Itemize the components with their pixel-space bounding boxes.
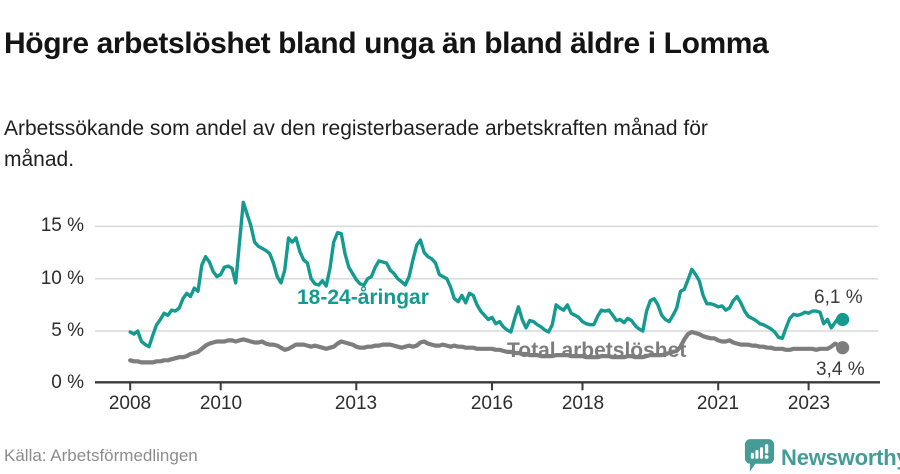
x-axis-label: 2008 — [108, 393, 152, 414]
page-subtitle: Arbetssökande som andel av den registerb… — [4, 117, 708, 171]
y-axis-label: 15 % — [40, 215, 84, 236]
x-axis-label: 2018 — [561, 393, 605, 414]
youth-end-dot — [836, 312, 850, 327]
page-title: Högre arbetslöshet bland unga än bland ä… — [4, 27, 769, 61]
x-axis-label: 2016 — [470, 393, 514, 414]
bar-chart-speech-bubble-icon — [744, 438, 775, 474]
x-axis-label: 2021 — [696, 393, 740, 414]
source-credit: Källa: Arbetsförmedlingen — [4, 446, 198, 465]
x-axis-label: 2010 — [199, 393, 243, 414]
end-value-label-youth: 6,1 % — [814, 287, 863, 308]
y-axis-label: 5 % — [51, 320, 84, 341]
youth-series-line — [128, 200, 845, 349]
y-axis-label: 10 % — [40, 268, 84, 289]
series-label-total: Total arbetslöshet — [507, 339, 687, 362]
newsworthy-logo[interactable]: Newsworthy — [744, 438, 900, 474]
x-axis-label: 2023 — [787, 393, 831, 414]
total-series-line — [128, 329, 845, 365]
series-label-youth: 18-24-åringar — [297, 286, 429, 309]
total-end-dot — [836, 341, 850, 355]
logo-wordmark: Newsworthy — [781, 445, 900, 470]
end-value-label-total: 3,4 % — [816, 359, 865, 380]
y-axis-label: 0 % — [51, 372, 84, 393]
x-axis-label: 2013 — [334, 393, 378, 414]
